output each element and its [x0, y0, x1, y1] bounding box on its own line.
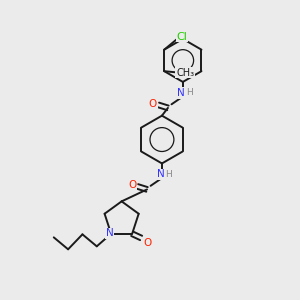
Text: O: O [149, 99, 157, 109]
Text: H: H [165, 170, 172, 179]
Text: N: N [157, 169, 164, 179]
Text: CH₃: CH₃ [176, 68, 194, 78]
Text: N: N [178, 88, 185, 98]
Text: O: O [128, 180, 136, 190]
Text: N: N [106, 228, 113, 238]
Text: O: O [144, 238, 152, 248]
Text: Cl: Cl [177, 32, 188, 42]
Text: H: H [186, 88, 193, 98]
